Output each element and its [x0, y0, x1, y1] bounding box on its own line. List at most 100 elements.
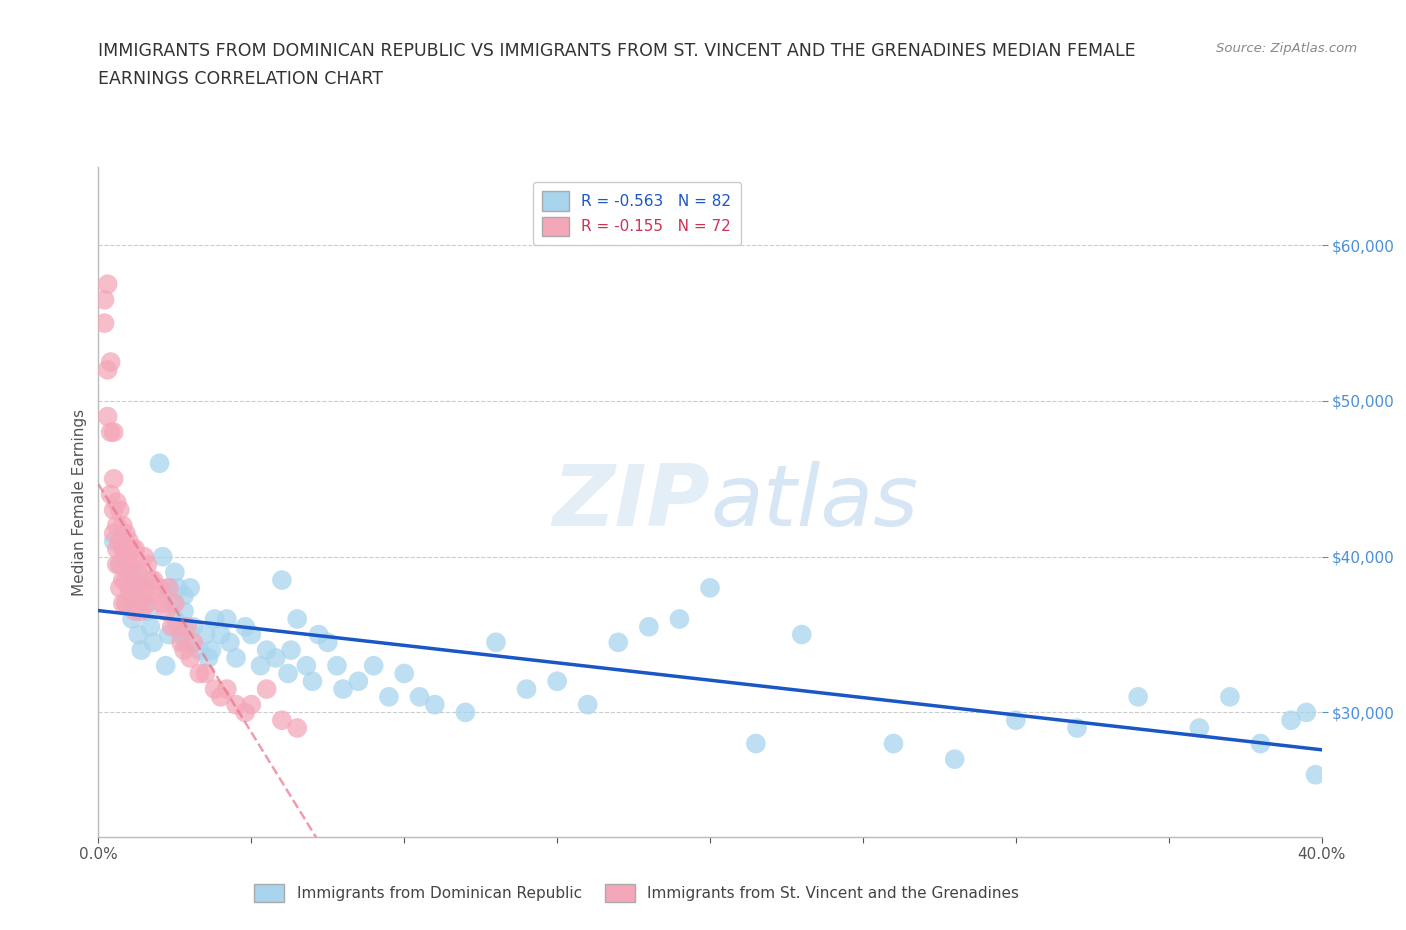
Point	[149, 580, 172, 595]
Point	[546, 674, 568, 689]
Point	[142, 573, 165, 588]
Point	[97, 363, 120, 378]
Point	[1305, 767, 1327, 782]
Point	[301, 674, 323, 689]
Point	[280, 643, 302, 658]
Point	[108, 580, 131, 595]
Point	[256, 643, 278, 658]
Point	[97, 409, 120, 424]
Point	[160, 596, 183, 611]
Point	[157, 580, 180, 595]
Point	[240, 698, 263, 712]
Point	[173, 604, 195, 618]
Point	[173, 588, 195, 603]
Point	[270, 573, 292, 588]
Point	[145, 588, 167, 603]
Y-axis label: Median Female Earnings: Median Female Earnings	[72, 408, 87, 596]
Point	[363, 658, 385, 673]
Point	[188, 666, 211, 681]
Point	[209, 627, 232, 642]
Point	[378, 689, 401, 704]
Point	[167, 619, 190, 634]
Point	[127, 627, 149, 642]
Point	[111, 518, 134, 533]
Point	[118, 565, 141, 579]
Point	[149, 456, 172, 471]
Point	[347, 674, 370, 689]
Point	[233, 705, 256, 720]
Point	[134, 596, 156, 611]
Point	[454, 705, 477, 720]
Point	[115, 596, 138, 611]
Point	[115, 596, 138, 611]
Text: atlas: atlas	[710, 460, 918, 544]
Point	[108, 502, 131, 517]
Point	[134, 588, 156, 603]
Point	[127, 565, 149, 579]
Point	[277, 666, 299, 681]
Point	[285, 721, 308, 736]
Point	[637, 619, 661, 634]
Point	[215, 612, 238, 627]
Point	[1188, 721, 1211, 736]
Point	[1004, 712, 1026, 727]
Point	[233, 619, 256, 634]
Point	[139, 619, 162, 634]
Point	[225, 698, 247, 712]
Point	[118, 580, 141, 595]
Point	[108, 534, 131, 549]
Point	[121, 565, 143, 579]
Point	[1219, 689, 1241, 704]
Point	[1295, 705, 1317, 720]
Point	[204, 612, 226, 627]
Point	[118, 534, 141, 549]
Point	[124, 580, 146, 595]
Point	[136, 604, 159, 618]
Point	[249, 658, 271, 673]
Point	[225, 650, 247, 665]
Point	[121, 588, 143, 603]
Point	[108, 557, 131, 572]
Point	[163, 612, 186, 627]
Point	[170, 627, 193, 642]
Legend: Immigrants from Dominican Republic, Immigrants from St. Vincent and the Grenadin: Immigrants from Dominican Republic, Immi…	[246, 877, 1026, 910]
Point	[152, 550, 174, 565]
Point	[194, 666, 217, 681]
Point	[100, 487, 122, 502]
Point	[118, 580, 141, 595]
Point	[103, 472, 125, 486]
Point	[295, 658, 318, 673]
Point	[105, 541, 128, 556]
Point	[157, 580, 180, 595]
Point	[105, 495, 128, 510]
Point	[256, 682, 278, 697]
Point	[219, 635, 242, 650]
Point	[423, 698, 446, 712]
Point	[139, 573, 162, 588]
Point	[127, 588, 149, 603]
Point	[111, 541, 134, 556]
Point	[264, 650, 287, 665]
Point	[129, 604, 152, 618]
Text: Source: ZipAtlas.com: Source: ZipAtlas.com	[1216, 42, 1357, 55]
Point	[111, 541, 134, 556]
Point	[181, 619, 204, 634]
Text: IMMIGRANTS FROM DOMINICAN REPUBLIC VS IMMIGRANTS FROM ST. VINCENT AND THE GRENAD: IMMIGRANTS FROM DOMINICAN REPUBLIC VS IM…	[98, 42, 1136, 60]
Text: ZIP: ZIP	[553, 460, 710, 544]
Point	[270, 712, 292, 727]
Point	[668, 612, 690, 627]
Point	[108, 557, 131, 572]
Point	[129, 643, 152, 658]
Point	[790, 627, 813, 642]
Point	[155, 658, 177, 673]
Point	[1279, 712, 1302, 727]
Point	[163, 596, 186, 611]
Point	[124, 604, 146, 618]
Point	[181, 635, 204, 650]
Point	[103, 534, 125, 549]
Point	[194, 627, 217, 642]
Point	[118, 550, 141, 565]
Point	[142, 635, 165, 650]
Point	[408, 689, 430, 704]
Point	[167, 580, 190, 595]
